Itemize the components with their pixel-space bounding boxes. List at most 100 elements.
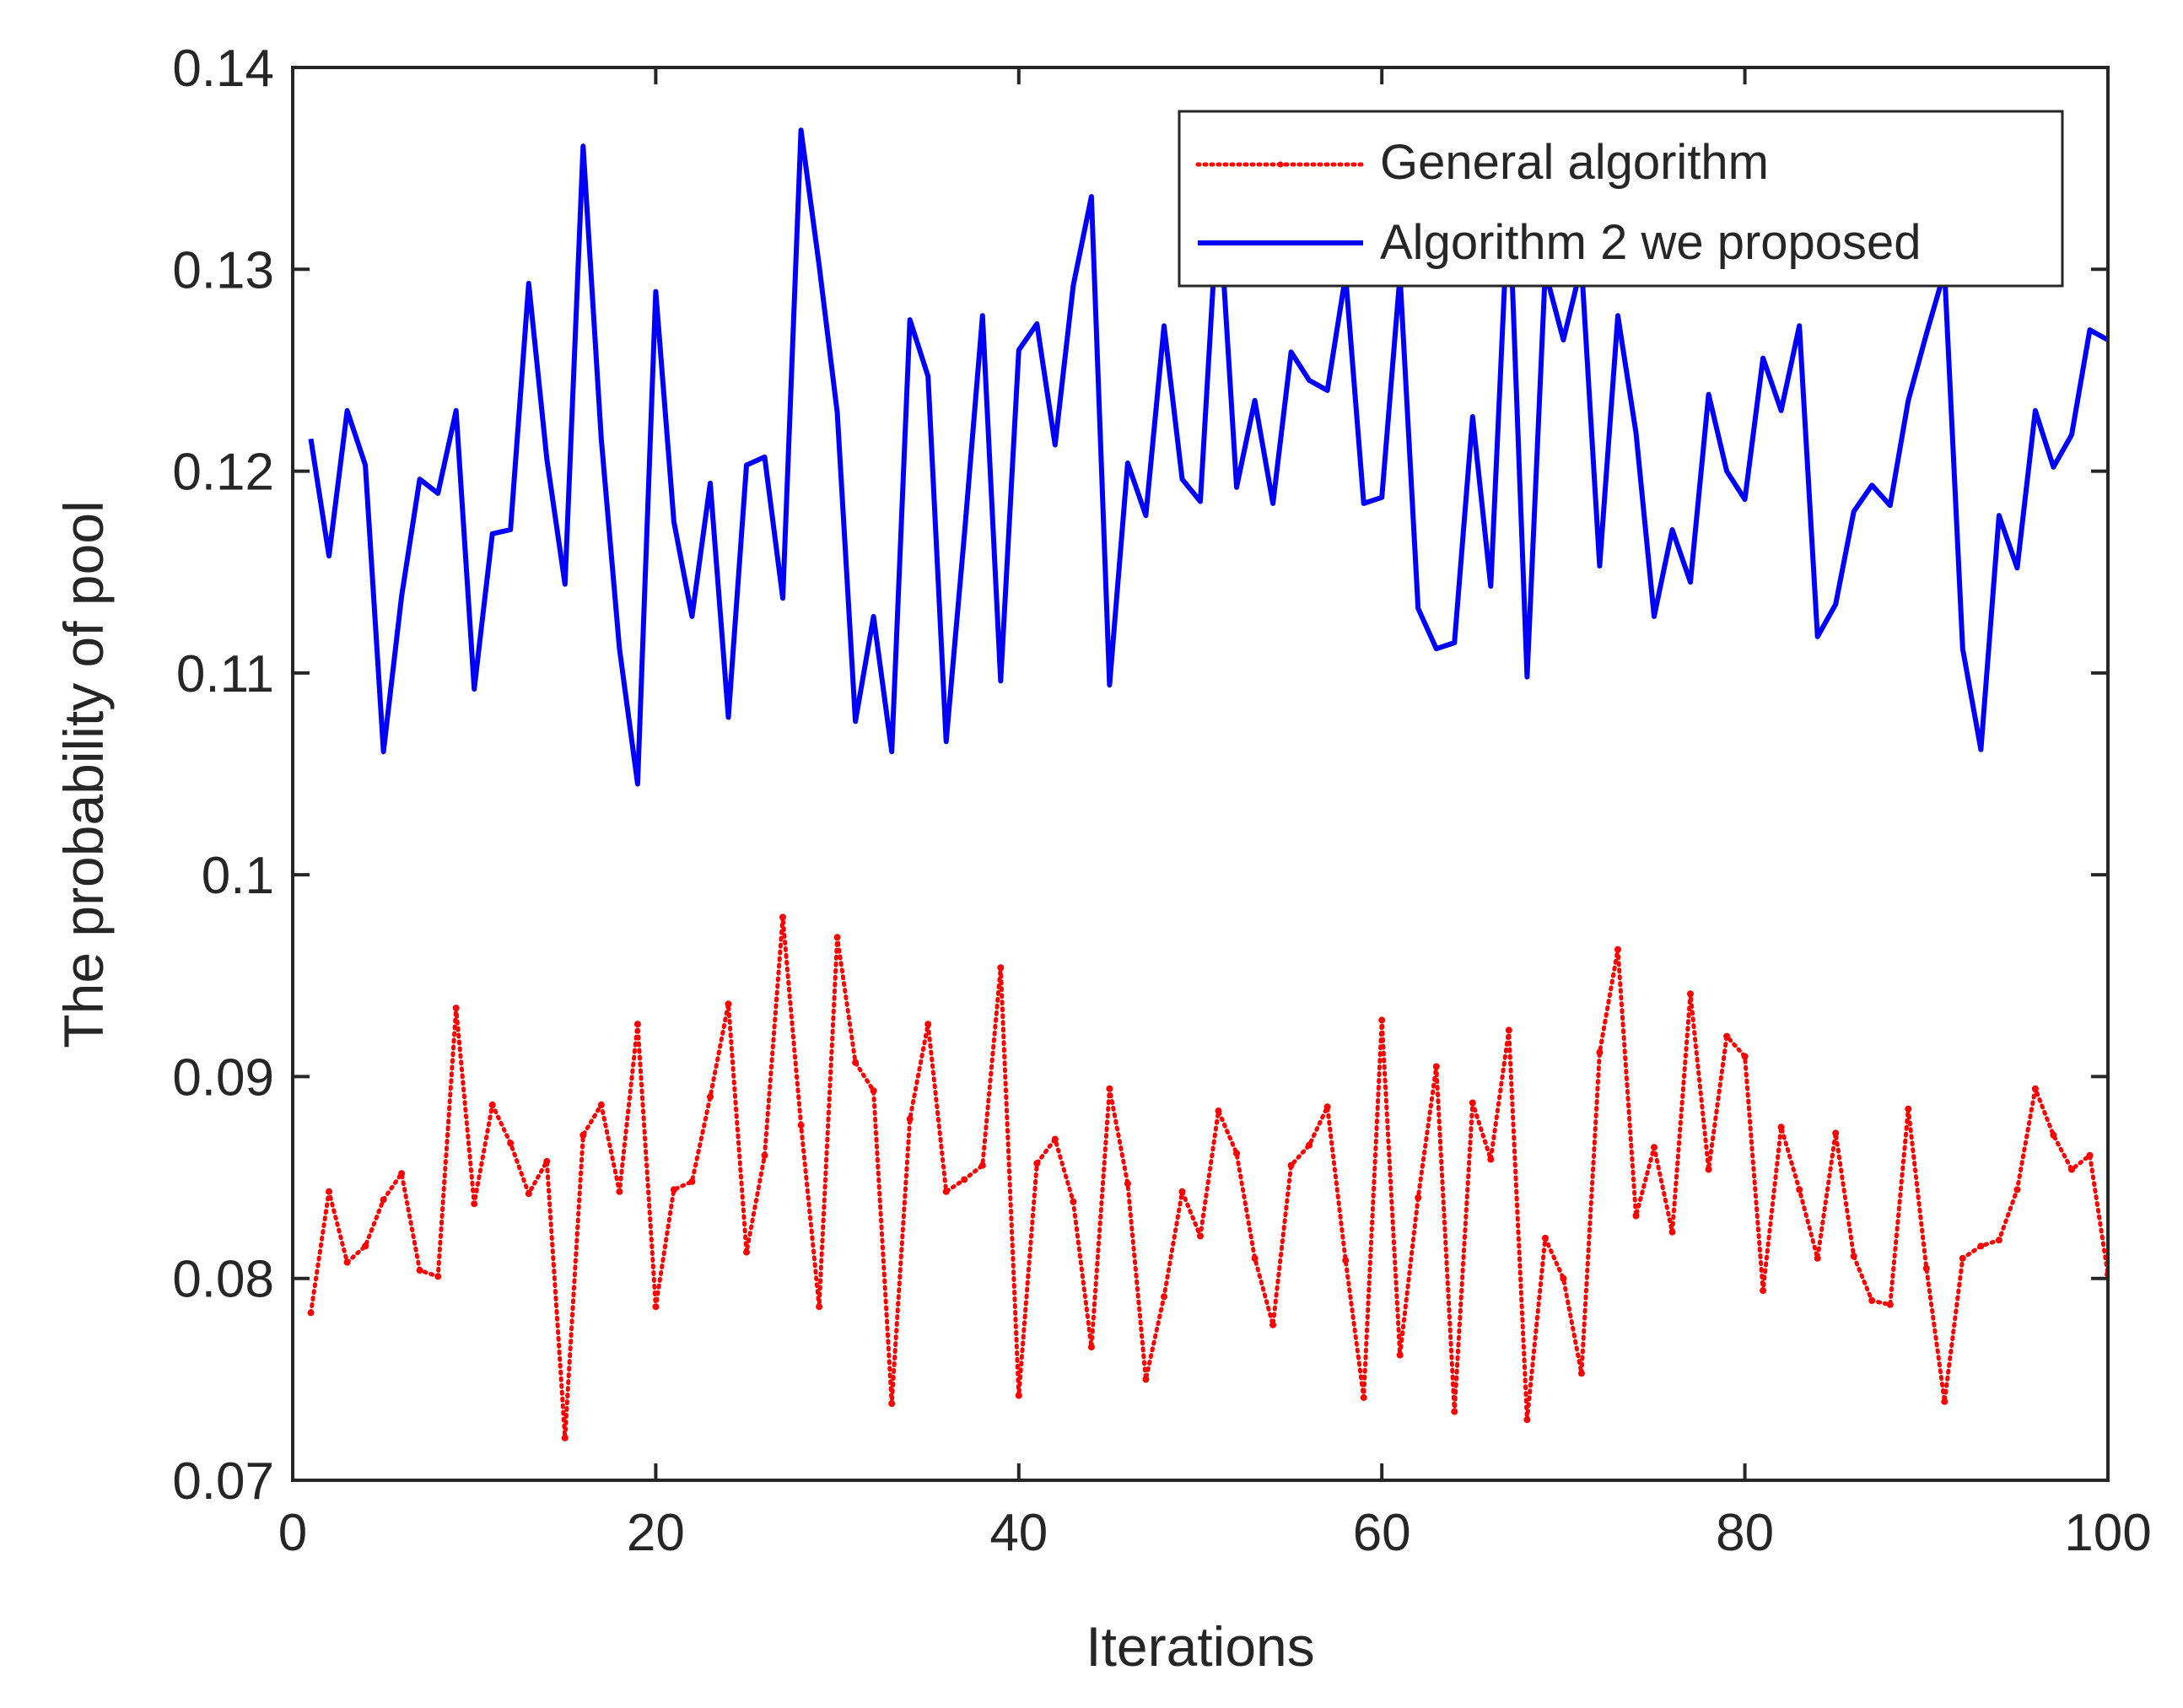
data-point-general-algorithm-38 [978,1161,986,1169]
data-point-general-algorithm-97 [2050,1131,2057,1139]
data-point-general-algorithm-85 [1832,1129,1840,1137]
y-tick-label-0.11: 0.11 [176,645,274,703]
data-point-general-algorithm-47 [1142,1376,1150,1383]
data-point-general-algorithm-15 [561,1434,569,1441]
axes-layer: 0 20 40 60 80 100 0.07 0.08 0.09 0.1 0.11 0.12 0.13 0… [172,40,2151,1562]
data-point-general-algorithm-3 [343,1258,351,1266]
data-point-general-algorithm-70 [1560,1274,1567,1282]
data-point-general-algorithm-2 [326,1188,332,1195]
data-point-general-algorithm-14 [543,1157,551,1165]
data-point-general-algorithm-93 [1977,1242,1985,1250]
x-tick-label-60: 60 [1353,1504,1411,1562]
data-point-general-algorithm-31 [852,1059,860,1066]
data-point-general-algorithm-52 [1233,1150,1240,1157]
y-tick-label-0.1: 0.1 [202,847,274,905]
series-line-algorithm-2 [308,127,2108,787]
data-point-general-algorithm-1 [307,1309,315,1317]
data-point-general-algorithm-17 [597,1101,605,1108]
data-point-general-algorithm-98 [2068,1166,2075,1173]
legend-label-general: General algorithm [1380,135,1769,190]
data-point-general-algorithm-23 [707,1093,714,1101]
series-line-general-algorithm [309,914,2108,1441]
data-point-general-algorithm-27 [779,913,786,921]
x-tick-label-100: 100 [2064,1504,2151,1562]
data-point-general-algorithm-35 [924,1021,932,1028]
data-point-general-algorithm-54 [1269,1321,1277,1328]
data-point-general-algorithm-13 [525,1190,532,1198]
data-point-general-algorithm-58 [1342,1257,1350,1264]
data-point-general-algorithm-65 [1469,1099,1476,1107]
data-point-general-algorithm-16 [579,1131,587,1139]
data-point-general-algorithm-57 [1323,1103,1331,1111]
data-point-general-algorithm-77 [1687,990,1694,998]
data-point-general-algorithm-10 [471,1200,478,1208]
data-point-general-algorithm-90 [1922,1264,1930,1272]
data-point-general-algorithm-55 [1287,1161,1295,1169]
data-point-general-algorithm-53 [1251,1254,1259,1262]
y-axis-label: The probability of pool [52,500,115,1048]
data-point-general-algorithm-82 [1777,1123,1785,1131]
data-point-general-algorithm-86 [1850,1253,1857,1260]
y-tick-label-0.13: 0.13 [172,241,274,299]
data-point-general-algorithm-20 [652,1303,660,1311]
data-point-general-algorithm-71 [1577,1370,1585,1377]
data-point-general-algorithm-36 [942,1188,950,1195]
data-point-general-algorithm-99 [2086,1151,2094,1159]
data-point-general-algorithm-18 [616,1188,623,1195]
data-point-general-algorithm-94 [1995,1237,2002,1244]
x-tick-label-20: 20 [627,1504,685,1562]
data-point-general-algorithm-51 [1215,1107,1222,1115]
data-point-general-algorithm-21 [670,1186,677,1193]
data-point-general-algorithm-95 [2013,1186,2021,1193]
legend-marker-general [1277,161,1284,168]
data-point-general-algorithm-92 [1959,1254,1966,1262]
data-point-general-algorithm-26 [761,1151,768,1159]
series-layer [307,127,2108,1441]
data-point-general-algorithm-68 [1523,1416,1531,1424]
data-point-general-algorithm-33 [888,1400,896,1408]
data-point-general-algorithm-56 [1306,1141,1313,1149]
data-point-general-algorithm-81 [1760,1287,1767,1295]
data-point-general-algorithm-29 [816,1303,823,1311]
legend-label-algorithm2: Algorithm 2 we proposed [1380,215,1922,270]
data-point-general-algorithm-78 [1705,1166,1712,1173]
data-point-general-algorithm-39 [997,964,1005,972]
data-point-general-algorithm-73 [1614,946,1621,953]
data-point-general-algorithm-28 [797,1121,805,1129]
data-point-general-algorithm-46 [1124,1180,1131,1188]
data-point-general-algorithm-8 [434,1273,442,1280]
data-point-general-algorithm-69 [1541,1234,1549,1242]
data-point-general-algorithm-6 [398,1170,406,1177]
data-point-general-algorithm-49 [1178,1188,1186,1195]
data-point-general-algorithm-88 [1886,1301,1894,1308]
data-point-general-algorithm-37 [961,1176,968,1183]
data-point-general-algorithm-63 [1432,1063,1440,1070]
y-tick-label-0.07: 0.07 [172,1452,274,1511]
x-tick-label-80: 80 [1716,1504,1774,1562]
data-point-general-algorithm-96 [2031,1085,2039,1092]
y-tick-label-0.12: 0.12 [172,444,274,502]
y-tick-label-0.08: 0.08 [172,1251,274,1309]
data-point-general-algorithm-4 [362,1242,369,1250]
data-point-general-algorithm-32 [870,1087,877,1095]
x-tick-label-40: 40 [989,1504,1048,1562]
data-point-general-algorithm-60 [1378,1016,1386,1024]
data-point-general-algorithm-62 [1415,1194,1422,1201]
data-point-general-algorithm-9 [452,1005,460,1012]
data-point-general-algorithm-91 [1941,1398,1949,1405]
data-point-general-algorithm-76 [1668,1228,1676,1236]
y-tick-label-0.14: 0.14 [172,40,274,98]
data-point-general-algorithm-75 [1651,1144,1657,1151]
data-point-general-algorithm-12 [507,1140,515,1147]
data-point-general-algorithm-40 [1015,1392,1022,1399]
data-point-general-algorithm-83 [1796,1186,1803,1193]
data-point-general-algorithm-30 [833,934,841,941]
data-point-general-algorithm-41 [1033,1160,1041,1167]
data-point-general-algorithm-45 [1106,1085,1113,1092]
data-point-general-algorithm-67 [1505,1026,1512,1034]
data-point-general-algorithm-44 [1087,1344,1095,1351]
data-point-general-algorithm-64 [1451,1408,1458,1415]
data-point-general-algorithm-24 [725,1000,732,1008]
